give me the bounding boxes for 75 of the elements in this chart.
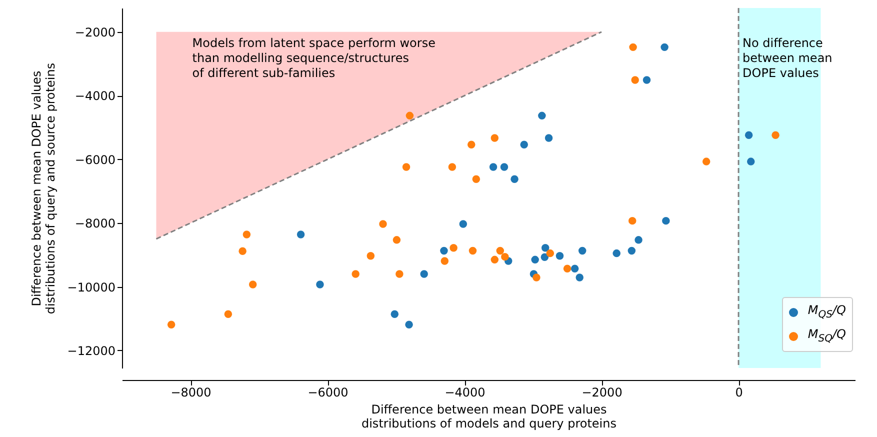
point — [396, 270, 404, 278]
legend-label: M$_{SQ}$/Q — [808, 326, 846, 346]
y-tick-label: −4000 — [74, 89, 116, 104]
x-tick-label: −4000 — [444, 386, 486, 400]
point — [532, 274, 540, 282]
x-tick-label: −6000 — [308, 386, 348, 400]
annotation: Models from latent space perform worse than modelling sequence/structures of different sub-families — [192, 36, 436, 80]
point — [468, 140, 476, 149]
annotation: No difference between mean DOPE values — [742, 36, 832, 80]
point — [702, 158, 710, 166]
point — [167, 320, 176, 329]
point — [544, 134, 553, 142]
point — [612, 249, 620, 258]
point — [538, 112, 546, 120]
point — [379, 220, 387, 228]
point — [546, 249, 554, 258]
point — [628, 216, 636, 225]
point — [352, 270, 360, 278]
point — [531, 256, 539, 264]
point — [501, 252, 509, 261]
y-tick-label: −10000 — [67, 280, 116, 294]
legend-label: M$_{QS}$/Q — [808, 302, 846, 323]
point — [660, 43, 668, 52]
point — [472, 175, 480, 183]
point — [500, 163, 508, 171]
point — [634, 236, 642, 244]
x-tick-label: −8000 — [170, 386, 212, 400]
point — [450, 244, 458, 252]
point — [490, 256, 499, 264]
point — [556, 252, 564, 260]
point — [420, 270, 428, 278]
point — [390, 310, 399, 318]
point — [440, 246, 448, 255]
point — [772, 131, 780, 139]
point — [576, 274, 584, 282]
point — [242, 230, 251, 238]
y-tick-label: −6000 — [74, 152, 116, 167]
point — [459, 220, 468, 228]
point — [496, 246, 504, 255]
point — [248, 280, 257, 288]
point — [392, 236, 401, 244]
x-tick-label: −2000 — [582, 386, 622, 400]
y-tick-label: −2000 — [74, 25, 116, 40]
point — [578, 246, 586, 255]
point — [440, 257, 449, 265]
point — [747, 158, 755, 166]
point — [490, 134, 499, 142]
point — [296, 230, 305, 238]
y-axis-title: Difference between mean DOPE values distributions of query and source proteins — [29, 62, 58, 314]
point — [366, 252, 375, 260]
point — [406, 112, 414, 120]
point — [468, 246, 477, 255]
point — [405, 320, 413, 329]
point — [563, 264, 572, 272]
point — [541, 244, 550, 252]
point — [448, 163, 456, 171]
y-tick-label: −12000 — [67, 344, 116, 358]
point — [316, 280, 324, 288]
point — [238, 247, 246, 255]
point — [489, 163, 498, 171]
point — [510, 175, 518, 183]
point — [520, 140, 528, 149]
point — [628, 246, 636, 255]
point — [631, 76, 639, 84]
x-axis-title: Difference between mean DOPE values distributions of models and query proteins — [361, 402, 617, 430]
point — [224, 310, 232, 318]
point — [744, 131, 753, 139]
point — [662, 216, 670, 225]
point — [570, 264, 579, 272]
point — [629, 43, 637, 52]
y-tick-label: −8000 — [74, 216, 116, 231]
point — [402, 163, 410, 171]
x-tick-label: 0 — [735, 386, 743, 400]
point — [540, 253, 549, 261]
point — [642, 76, 651, 84]
